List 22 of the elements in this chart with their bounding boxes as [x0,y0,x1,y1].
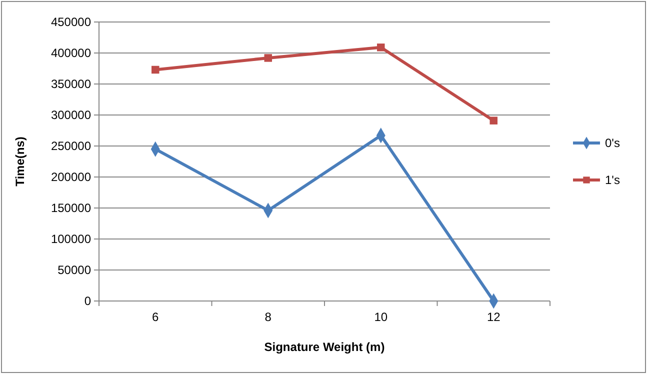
y-tick-label: 450000 [50,15,92,30]
x-tick-label: 6 [152,310,160,324]
y-tick-label: 250000 [50,139,92,154]
y-tick-label: 350000 [50,77,92,92]
y-tick-label: 150000 [50,201,92,216]
y-tick-label: 100000 [50,232,92,246]
x-tick-label: 10 [374,310,388,324]
point [490,116,498,124]
x-tick-label: 12 [486,310,501,324]
x-axis-title: Signature Weight (m) [264,340,385,354]
y-tick-label: 300000 [50,108,92,122]
legend-label: 1's [605,173,620,188]
point [377,44,385,52]
point [152,66,160,74]
y-tick-label: 50000 [58,263,92,278]
y-tick-label: 0 [84,294,92,308]
y-axis-title: Time(ns) [13,136,27,186]
y-tick-label: 200000 [50,170,92,184]
point [264,54,272,62]
x-tick-label: 8 [264,310,272,324]
legend-label: 0's [605,136,620,150]
y-tick-label: 400000 [50,46,92,60]
